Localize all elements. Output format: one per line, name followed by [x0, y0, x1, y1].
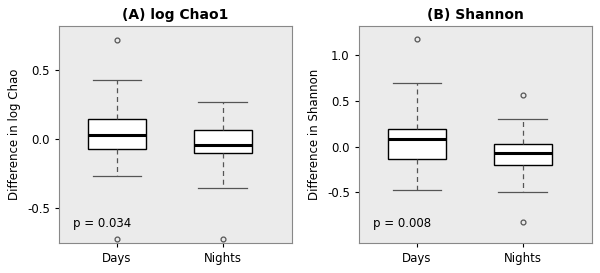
FancyBboxPatch shape [194, 130, 252, 153]
Title: (A) log Chao1: (A) log Chao1 [122, 8, 229, 22]
FancyBboxPatch shape [88, 118, 146, 149]
Text: p = 0.034: p = 0.034 [73, 217, 131, 230]
Y-axis label: Difference in Shannon: Difference in Shannon [308, 69, 322, 200]
Text: p = 0.008: p = 0.008 [373, 217, 431, 230]
Y-axis label: Difference in log Chao: Difference in log Chao [8, 69, 22, 200]
FancyBboxPatch shape [388, 129, 446, 159]
FancyBboxPatch shape [494, 144, 552, 165]
Title: (B) Shannon: (B) Shannon [427, 8, 524, 22]
